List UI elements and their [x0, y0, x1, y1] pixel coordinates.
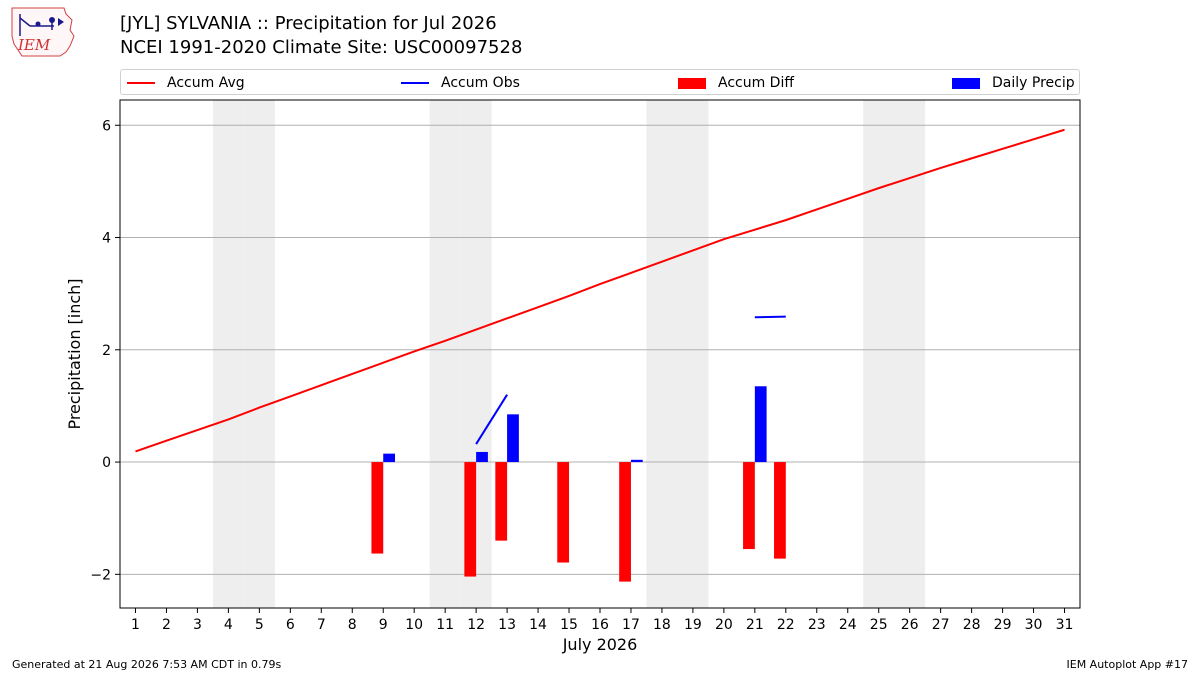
x-tick-label: 14	[529, 617, 547, 633]
y-tick-label: 6	[102, 118, 111, 134]
weekend-shade	[429, 100, 461, 608]
x-tick-label: 1	[131, 617, 140, 633]
x-tick-label: 18	[653, 617, 671, 633]
x-tick-label: 6	[286, 617, 295, 633]
accum-avg-line	[135, 128, 1065, 453]
legend-swatch-accum-diff	[678, 77, 706, 89]
plot-frame	[119, 99, 1081, 609]
iem-logo: IEM	[11, 7, 75, 57]
x-tick-label: 8	[348, 617, 357, 633]
legend-item-accum-diff: Accum Diff	[678, 74, 794, 92]
logo-text: IEM	[17, 36, 51, 54]
accum-diff-bar	[743, 462, 755, 550]
x-tick-label: 9	[379, 617, 388, 633]
legend-item-accum-avg: Accum Avg	[127, 74, 245, 92]
y-tick-label: 0	[102, 455, 111, 471]
weekend-shade	[646, 100, 678, 608]
accum-diff-bar	[619, 462, 631, 582]
x-tick-label: 27	[932, 617, 950, 633]
chart-title: [JYL] SYLVANIA :: Precipitation for Jul …	[120, 13, 497, 34]
y-axis-label: Precipitation [inch]	[65, 278, 84, 429]
x-tick-label: 11	[436, 617, 454, 633]
x-tick-label: 2	[162, 617, 171, 633]
x-tick-label: 29	[994, 617, 1012, 633]
x-tick-label: 15	[560, 617, 578, 633]
weekend-shade	[460, 100, 492, 608]
x-tick-label: 10	[405, 617, 423, 633]
weekend-shade	[894, 100, 926, 608]
x-tick-label: 28	[963, 617, 981, 633]
x-axis-label: July 2026	[562, 635, 638, 654]
x-tick-label: 31	[1056, 617, 1074, 633]
legend-label-accum-avg: Accum Avg	[167, 75, 245, 91]
legend: Accum Avg Accum Obs Accum Diff Daily Pre…	[120, 69, 1080, 95]
weekend-shade	[863, 100, 895, 608]
accum-diff-bar	[495, 462, 508, 541]
x-tick-label: 7	[317, 617, 326, 633]
daily-precip-bar	[507, 414, 519, 463]
y-tick-label: −2	[90, 567, 111, 583]
x-tick-label: 23	[808, 617, 826, 633]
accum-diff-bar	[464, 462, 477, 577]
legend-swatch-accum-obs	[401, 82, 429, 84]
daily-precip-bar	[476, 451, 488, 463]
legend-item-accum-obs: Accum Obs	[401, 74, 520, 92]
accum-diff-bar	[371, 462, 384, 554]
x-tick-label: 30	[1025, 617, 1043, 633]
x-tick-label: 22	[777, 617, 795, 633]
x-tick-label: 24	[839, 617, 857, 633]
daily-precip-bar	[383, 453, 395, 463]
accum-obs-line	[475, 394, 508, 445]
daily-precip-bar	[630, 459, 643, 463]
accum-obs-line	[754, 315, 786, 319]
y-tick-label: 4	[102, 231, 111, 247]
footer-generated: Generated at 21 Aug 2026 7:53 AM CDT in …	[12, 658, 282, 671]
legend-label-daily-precip: Daily Precip	[992, 75, 1075, 91]
x-tick-label: 21	[746, 617, 764, 633]
weekend-shade	[212, 100, 244, 608]
x-tick-label: 16	[591, 617, 609, 633]
weekend-shade	[243, 100, 275, 608]
footer-app: IEM Autoplot App #17	[1066, 658, 1189, 671]
legend-label-accum-diff: Accum Diff	[718, 75, 795, 91]
x-tick-label: 19	[684, 617, 702, 633]
chart-subtitle: NCEI 1991-2020 Climate Site: USC00097528	[120, 37, 523, 58]
legend-swatch-accum-avg	[127, 82, 155, 84]
x-tick-label: 13	[498, 617, 516, 633]
legend-swatch-daily-precip	[952, 77, 980, 89]
daily-precip-bar	[754, 386, 767, 463]
x-tick-label: 4	[224, 617, 233, 633]
x-tick-label: 26	[901, 617, 919, 633]
x-tick-label: 17	[622, 617, 640, 633]
accum-diff-bar	[557, 462, 570, 563]
legend-item-daily-precip: Daily Precip	[952, 74, 1075, 92]
x-tick-label: 20	[715, 617, 733, 633]
weekend-shade	[677, 100, 709, 608]
x-tick-label: 5	[255, 617, 264, 633]
x-tick-label: 3	[193, 617, 202, 633]
x-tick-label: 12	[467, 617, 485, 633]
x-tick-label: 25	[870, 617, 888, 633]
accum-diff-bar	[774, 462, 786, 559]
weather-station-icon	[19, 14, 64, 36]
y-tick-label: 2	[102, 343, 111, 359]
legend-label-accum-obs: Accum Obs	[441, 75, 520, 91]
